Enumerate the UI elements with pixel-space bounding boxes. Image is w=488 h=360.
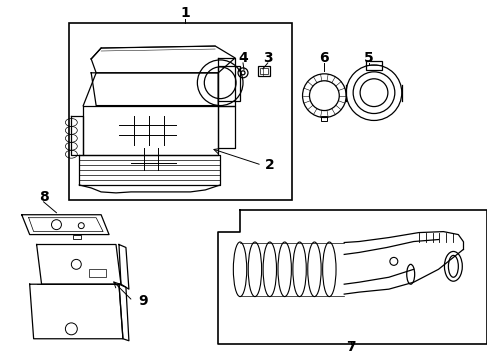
Text: 5: 5 [364,51,373,65]
Bar [259,68,267,74]
Text: 3: 3 [263,51,272,65]
Bar [366,61,381,70]
Text: 9: 9 [138,294,147,308]
Bar [321,116,326,121]
Text: 8: 8 [39,190,48,204]
Bar [89,269,106,277]
Text: 4: 4 [238,51,247,65]
Bar [73,235,81,239]
Text: 7: 7 [346,340,355,354]
Bar [218,66,240,100]
Text: 2: 2 [264,158,274,172]
Text: 6: 6 [319,51,328,65]
Bar [257,66,269,76]
Text: 1: 1 [180,6,190,20]
Bar [69,23,291,200]
